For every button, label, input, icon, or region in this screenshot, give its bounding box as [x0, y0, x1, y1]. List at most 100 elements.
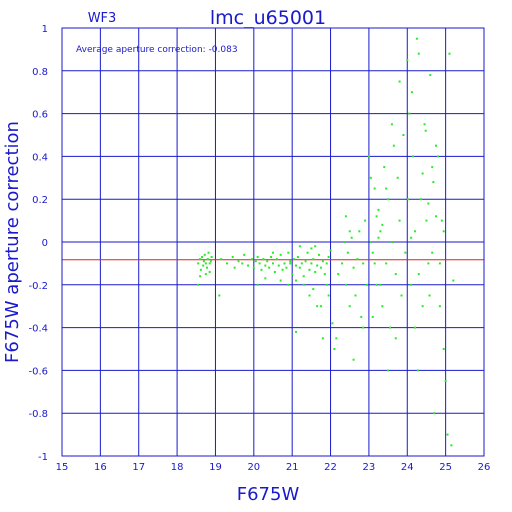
data-point — [342, 241, 345, 243]
data-point — [417, 52, 420, 55]
x-tick-label: 17 — [132, 462, 145, 473]
data-point — [427, 262, 430, 265]
data-point — [283, 262, 286, 265]
data-point — [427, 202, 430, 205]
data-point — [302, 275, 305, 278]
y-axis-label: F675W aperture correction — [2, 121, 23, 363]
data-point — [410, 91, 413, 94]
data-point — [256, 255, 259, 258]
data-point — [279, 253, 282, 256]
x-tick-label: 26 — [478, 462, 491, 473]
data-point — [392, 144, 395, 147]
data-point — [298, 266, 301, 269]
data-point — [302, 283, 305, 286]
data-point — [452, 279, 455, 282]
data-point — [209, 260, 212, 263]
data-point — [400, 294, 403, 297]
data-point — [270, 255, 273, 258]
plot-frame — [61, 27, 485, 457]
data-point — [381, 305, 384, 308]
data-point — [371, 315, 374, 318]
data-point — [360, 315, 363, 318]
data-point — [387, 198, 390, 201]
data-point — [201, 255, 204, 258]
data-point — [431, 251, 434, 254]
data-point — [413, 230, 416, 233]
data-point — [415, 37, 418, 40]
data-point — [413, 326, 416, 329]
data-point — [327, 294, 330, 297]
data-point — [387, 369, 390, 372]
data-point — [450, 444, 453, 447]
data-point — [325, 283, 328, 286]
data-point — [233, 266, 236, 269]
data-point — [291, 273, 294, 276]
data-point — [352, 358, 355, 361]
data-point — [314, 245, 317, 248]
data-point — [448, 52, 451, 55]
data-point — [206, 258, 209, 261]
data-point — [199, 258, 202, 261]
data-point — [410, 283, 413, 286]
average-annotation: Average aperture correction: -0.083 — [76, 45, 238, 55]
data-point — [417, 369, 420, 372]
data-point — [279, 279, 282, 282]
y-tick-label: -0.2 — [28, 281, 48, 292]
data-point — [373, 262, 376, 265]
data-point — [312, 258, 315, 261]
data-point — [318, 253, 321, 256]
data-point — [335, 337, 338, 340]
data-point — [407, 198, 410, 201]
data-point — [319, 305, 322, 308]
data-point — [446, 433, 449, 436]
x-tick-label: 24 — [401, 462, 414, 473]
data-point — [310, 262, 313, 265]
data-point — [402, 134, 405, 136]
data-point — [410, 236, 413, 239]
data-point — [371, 251, 374, 254]
data-point — [260, 268, 263, 271]
data-point — [389, 326, 392, 329]
data-point — [298, 245, 301, 248]
data-point — [289, 262, 292, 265]
data-point — [438, 262, 441, 265]
data-point — [379, 230, 382, 233]
data-point — [254, 260, 257, 263]
x-tick-label: 22 — [324, 462, 337, 473]
data-point — [390, 123, 393, 126]
data-point — [356, 258, 359, 261]
data-point — [300, 262, 303, 265]
data-point — [398, 80, 401, 83]
data-point — [394, 273, 397, 276]
data-point — [337, 273, 340, 276]
data-point — [225, 262, 228, 265]
x-tick-label: 25 — [439, 462, 452, 473]
data-point — [421, 305, 424, 308]
data-points — [197, 37, 455, 447]
data-point — [421, 172, 424, 175]
data-point — [197, 262, 200, 265]
data-point — [204, 273, 207, 276]
data-point — [350, 236, 353, 239]
data-point — [202, 264, 205, 267]
data-point — [341, 262, 344, 265]
data-point — [331, 322, 334, 325]
data-point — [323, 273, 326, 276]
data-point — [264, 264, 267, 267]
data-point — [424, 129, 427, 132]
data-point — [312, 288, 315, 291]
x-tick-label: 20 — [247, 462, 260, 473]
x-tick-label: 18 — [171, 462, 184, 473]
data-point — [425, 219, 428, 222]
data-point — [431, 166, 434, 169]
data-point — [210, 255, 213, 258]
y-tick-label: -0.6 — [28, 366, 48, 377]
data-point — [390, 241, 393, 243]
x-tick-label: 15 — [56, 462, 69, 473]
data-point — [435, 215, 438, 218]
data-point — [231, 255, 234, 258]
data-point — [377, 208, 380, 211]
x-tick-labels: 15 16 17 18 19 20 21 22 23 24 25 26 — [56, 462, 491, 473]
y-tick-label: -0.8 — [28, 409, 48, 420]
data-point — [199, 275, 202, 278]
